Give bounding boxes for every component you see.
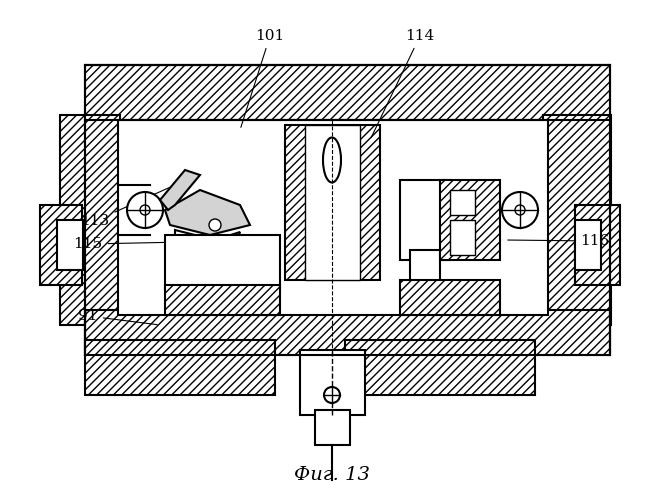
Bar [85, 340, 275, 395]
Circle shape [209, 219, 221, 231]
Ellipse shape [323, 138, 341, 182]
Bar [85, 310, 610, 355]
Polygon shape [160, 170, 200, 210]
Text: 113: 113 [80, 186, 172, 228]
Bar [575, 220, 601, 270]
Circle shape [140, 205, 150, 215]
Bar [400, 280, 500, 315]
Bar [543, 115, 611, 325]
Bar [285, 125, 380, 280]
Circle shape [324, 387, 340, 403]
Bar [165, 285, 280, 315]
Bar [300, 350, 365, 415]
Text: 101: 101 [241, 29, 284, 128]
Bar [575, 205, 620, 285]
Bar [305, 125, 360, 280]
Text: 114: 114 [371, 29, 435, 138]
Polygon shape [165, 190, 250, 235]
Bar [85, 65, 610, 120]
Bar [57, 220, 83, 270]
Bar [410, 250, 440, 300]
Polygon shape [175, 230, 240, 255]
Circle shape [502, 192, 538, 228]
Bar [40, 205, 82, 285]
Bar [165, 235, 280, 290]
Circle shape [127, 192, 163, 228]
Bar [118, 120, 548, 315]
Bar [450, 190, 475, 215]
Bar [440, 180, 500, 260]
Bar [400, 180, 450, 260]
Bar [450, 220, 475, 255]
Bar [315, 410, 350, 445]
Circle shape [515, 205, 525, 215]
Bar [60, 115, 120, 325]
Bar [345, 340, 535, 395]
Text: 91: 91 [78, 309, 157, 324]
Text: Фиг. 13: Фиг. 13 [294, 466, 370, 484]
Bar [85, 65, 610, 355]
Text: 115: 115 [74, 237, 182, 251]
Text: 116: 116 [508, 234, 609, 248]
